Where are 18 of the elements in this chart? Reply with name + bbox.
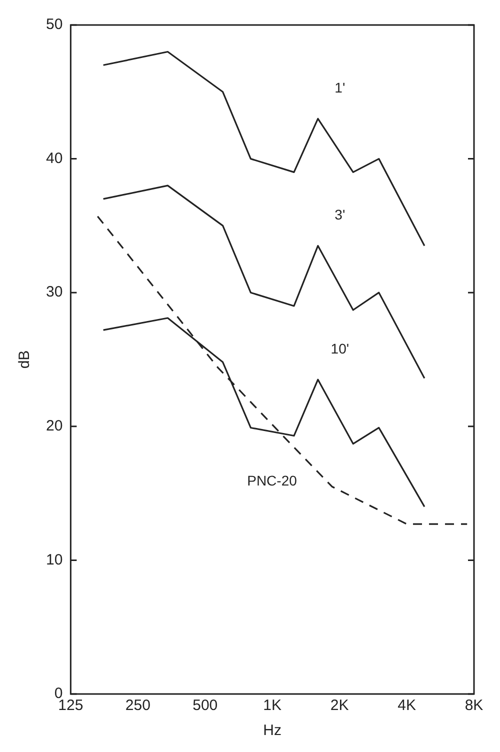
x-tick-label: 250 — [125, 697, 150, 714]
x-tick-label: 125 — [58, 697, 84, 714]
x-tick-label: 4K — [398, 697, 416, 714]
y-tick-label: 40 — [46, 150, 63, 167]
x-tick-label: 1K — [263, 697, 282, 714]
y-tick-label: 20 — [46, 418, 63, 435]
y-tick-label: 10 — [46, 551, 63, 568]
series-label: PNC-20 — [247, 472, 298, 488]
x-axis-title: Hz — [263, 722, 282, 740]
y-tick-label: 30 — [46, 284, 63, 301]
y-axis-title: dB — [16, 350, 34, 369]
series-label: 10' — [330, 340, 350, 356]
x-tick-label: 2K — [330, 697, 349, 714]
text: 1' — [334, 80, 346, 96]
y-tick-label: 50 — [46, 16, 63, 34]
text: 3' — [334, 206, 346, 223]
x-tick-label: 500 — [192, 697, 218, 714]
x-tick-label: 8K — [464, 697, 484, 714]
